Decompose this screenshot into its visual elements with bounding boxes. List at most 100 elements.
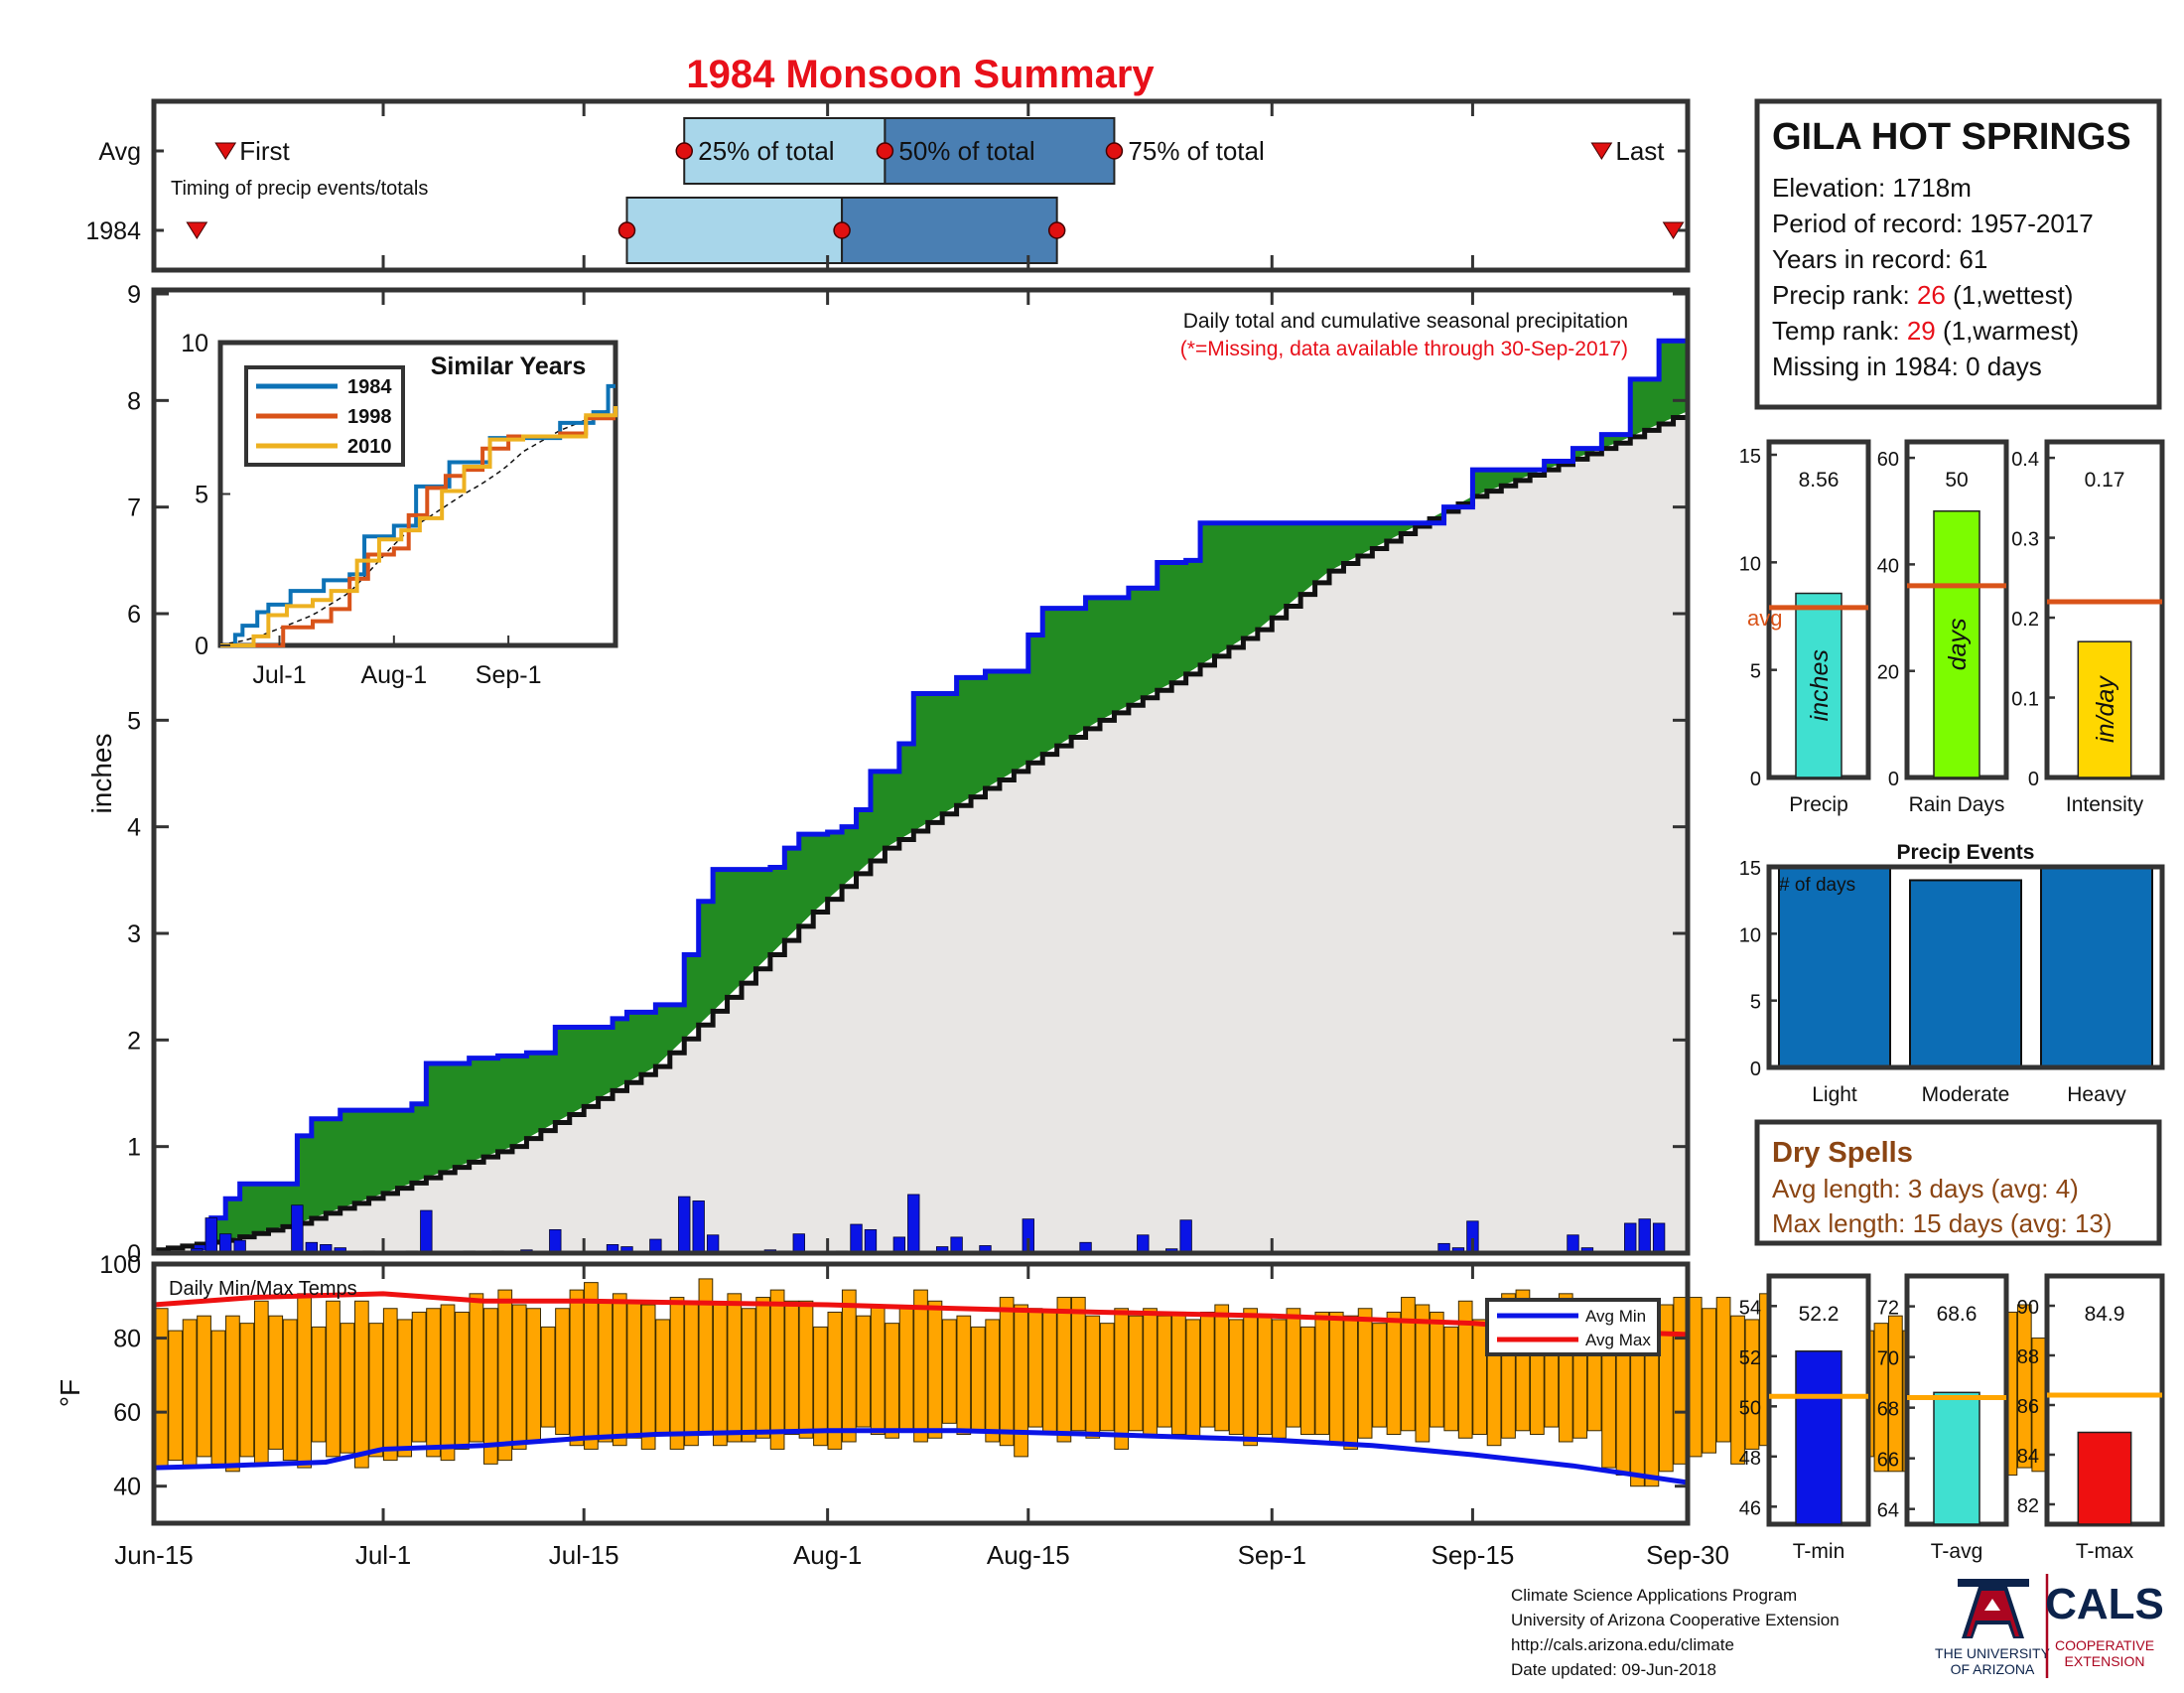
last-label: Last [1615,136,1665,166]
temp-panel-label: Daily Min/Max Temps [169,1278,357,1300]
daily-temp-bar [985,1319,1001,1443]
cumulative-1984-line [154,338,1688,1256]
daily-precip-bar [1624,1222,1637,1254]
daily-precip-bar [907,1194,920,1254]
right-summary-panels: GILA HOT SPRINGS Elevation: 1718m Period o… [1739,98,2165,1563]
daily-temp-bar [1128,1315,1144,1432]
daily-temp-bar [898,1308,914,1432]
daily-precip-bar [792,1233,805,1254]
footer-line: http://cals.arizona.edu/climate [1511,1635,1734,1654]
temp-rank-part: 29 [1907,316,1936,346]
first-last-marker [186,221,208,239]
mini-value-label: 0.17 [2085,469,2125,492]
mini-y-tick-label: 88 [2017,1346,2039,1368]
mini-y-tick-label: 54 [1739,1297,1761,1319]
temp-y-tick-label: 40 [113,1474,141,1501]
daily-temp-bar [354,1300,369,1469]
daily-temp-bar [1085,1315,1101,1439]
mini-y-tick-label: 0 [2028,769,2039,790]
mini-bar [2077,640,2132,778]
daily-temp-bar [1702,1308,1717,1454]
station-info-box [1754,98,2162,410]
mini-y-tick-label: 0.2 [2011,609,2039,631]
ua-name-line1: THE UNIVERSITY [1935,1645,2051,1661]
daily-temp-bar [1099,1323,1115,1432]
daily-temp-bar [1401,1297,1416,1432]
daily-temp-bar [870,1304,886,1436]
daily-temp-bar [1042,1311,1057,1436]
percentile-marker [876,142,894,160]
dry-spells-box [1754,1119,2162,1246]
x-tick-label: Sep-30 [1646,1540,1729,1570]
mini-y-tick-label: 50 [1739,1397,1761,1419]
daily-temp-bar [210,1330,226,1465]
daily-temp-bar [197,1315,211,1458]
legend-avg-min: Avg Min [1585,1307,1646,1326]
temp-y-axis-label: °F [55,1379,85,1407]
ua-a-bar [1958,1579,2029,1587]
daily-temp-bar [511,1304,527,1450]
mini-y-tick-label: 68 [1877,1399,1899,1421]
mini-x-label: T-max [2076,1540,2134,1563]
mini-y-tick-label: 64 [1877,1500,1899,1522]
events-y-tick-label: 0 [1750,1058,1761,1080]
events-y-tick-label: 5 [1750,992,1761,1014]
mini-value-label: 50 [1945,469,1968,492]
inset-title: Similar Years [431,353,587,380]
daily-temp-bar [798,1300,814,1439]
events-note: # of days [1779,875,1855,896]
x-tick-label: Aug-1 [793,1540,862,1570]
daily-temp-bar [168,1330,184,1462]
daily-temp-bar [1386,1311,1402,1436]
temp-frame [151,1261,1691,1526]
mini-y-tick-label: 0.1 [2011,689,2039,711]
avg-max-line [153,1291,1689,1338]
daily-temp-bar [1873,1323,1889,1473]
timing-caption: Timing of precip events/totals [171,178,428,200]
daily-temp-bar [1415,1304,1431,1443]
mini-y-tick-label: 70 [1877,1348,1899,1370]
temp-rank: Temp rank: 29 (1,warmest) [1772,316,2079,346]
events-title: Precip Events [1897,841,2035,864]
mini-y-tick-label: 66 [1877,1450,1899,1472]
daily-temp-bar [841,1289,857,1443]
mini-y-tick-label: 52 [1739,1347,1761,1369]
mini-bar [1933,509,1980,778]
mini-y-tick-label: 0 [1750,769,1761,790]
x-tick-label: Jun-15 [114,1540,194,1570]
daily-temp-bar [655,1319,670,1436]
mini-y-tick-label: 0 [1888,769,1899,790]
daily-temp-bar [741,1308,756,1443]
daily-precip-bar [291,1204,304,1254]
x-tick-label: Sep-15 [1431,1540,1514,1570]
above-average-area [154,341,1688,1253]
similar-years-inset: 0 5 10 Jul-1 Aug-1 Sep-1 Similar Years 1984 1998… [181,330,618,689]
daily-temp-bar [827,1311,843,1450]
inset-x-tick-label: Jul-1 [252,661,306,689]
daily-precip-bar [1652,1222,1666,1254]
daily-temp-bar [584,1282,599,1450]
cumulative-precip-chart: 0 1 2 3 4 5 6 7 8 9 inches Daily total and cumulati… [86,281,1691,1268]
temp-rank-part: Temp rank: [1772,316,1907,346]
ua-a-fill [1967,1591,2019,1636]
temp-y-tick-label: 100 [99,1251,141,1279]
dry-spells-max: Max length: 15 days (avg: 13) [1772,1208,2113,1238]
daily-temp-bar [1472,1319,1487,1436]
mini-x-label: Precip [1789,793,1848,816]
mini-y-tick-label: 82 [2017,1495,2039,1517]
y-tick-label: 9 [127,281,141,309]
main-frame [151,287,1691,1256]
mini-value-label: 68.6 [1937,1303,1978,1326]
daily-temp-bar [1272,1319,1287,1439]
daily-temp-bar [182,1319,198,1469]
daily-temp-bar [1171,1311,1186,1436]
daily-temp-bar [1157,1315,1172,1428]
events-y-tick-label: 10 [1739,924,1761,946]
daily-precip-bar [850,1223,863,1254]
daily-precip-bar [678,1196,691,1254]
daily-temp-bar [1257,1315,1273,1436]
mini-x-label: Rain Days [1909,793,2005,816]
daily-temp-bar [1443,1326,1459,1432]
daily-temp-bar [1014,1304,1028,1458]
percentile-marker [833,221,851,239]
